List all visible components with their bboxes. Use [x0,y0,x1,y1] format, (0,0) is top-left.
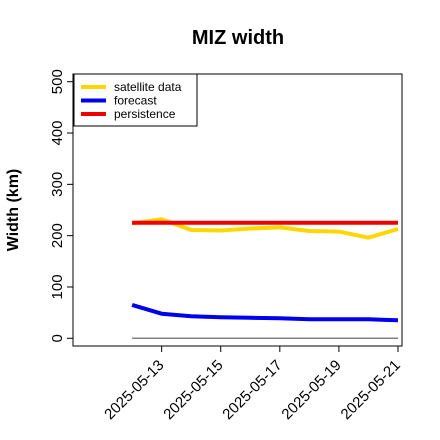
series-line-forecast [131,302,399,323]
y-tick-label: 500 [49,69,66,94]
y-tick-label: 300 [49,172,66,197]
legend-label: forecast [114,94,157,108]
x-tick-label: 2025-05-17 [219,357,285,423]
plot-frame [72,73,403,347]
legend-label: persistence [114,107,176,121]
x-tick-label: 2025-05-21 [338,357,404,423]
x-tick-label: 2025-05-13 [101,357,167,423]
x-tick-label: 2025-05-19 [278,357,344,423]
y-tick-label: 400 [49,121,66,146]
y-tick-label: 200 [49,223,66,248]
chart-title: MIZ width [192,27,284,49]
y-tick-label: 0 [49,334,66,342]
y-tick-label: 100 [49,274,66,299]
legend-label: satellite data [114,80,182,94]
y-axis-label: Width (km) [5,169,22,252]
x-tick-label: 2025-05-15 [160,357,226,423]
